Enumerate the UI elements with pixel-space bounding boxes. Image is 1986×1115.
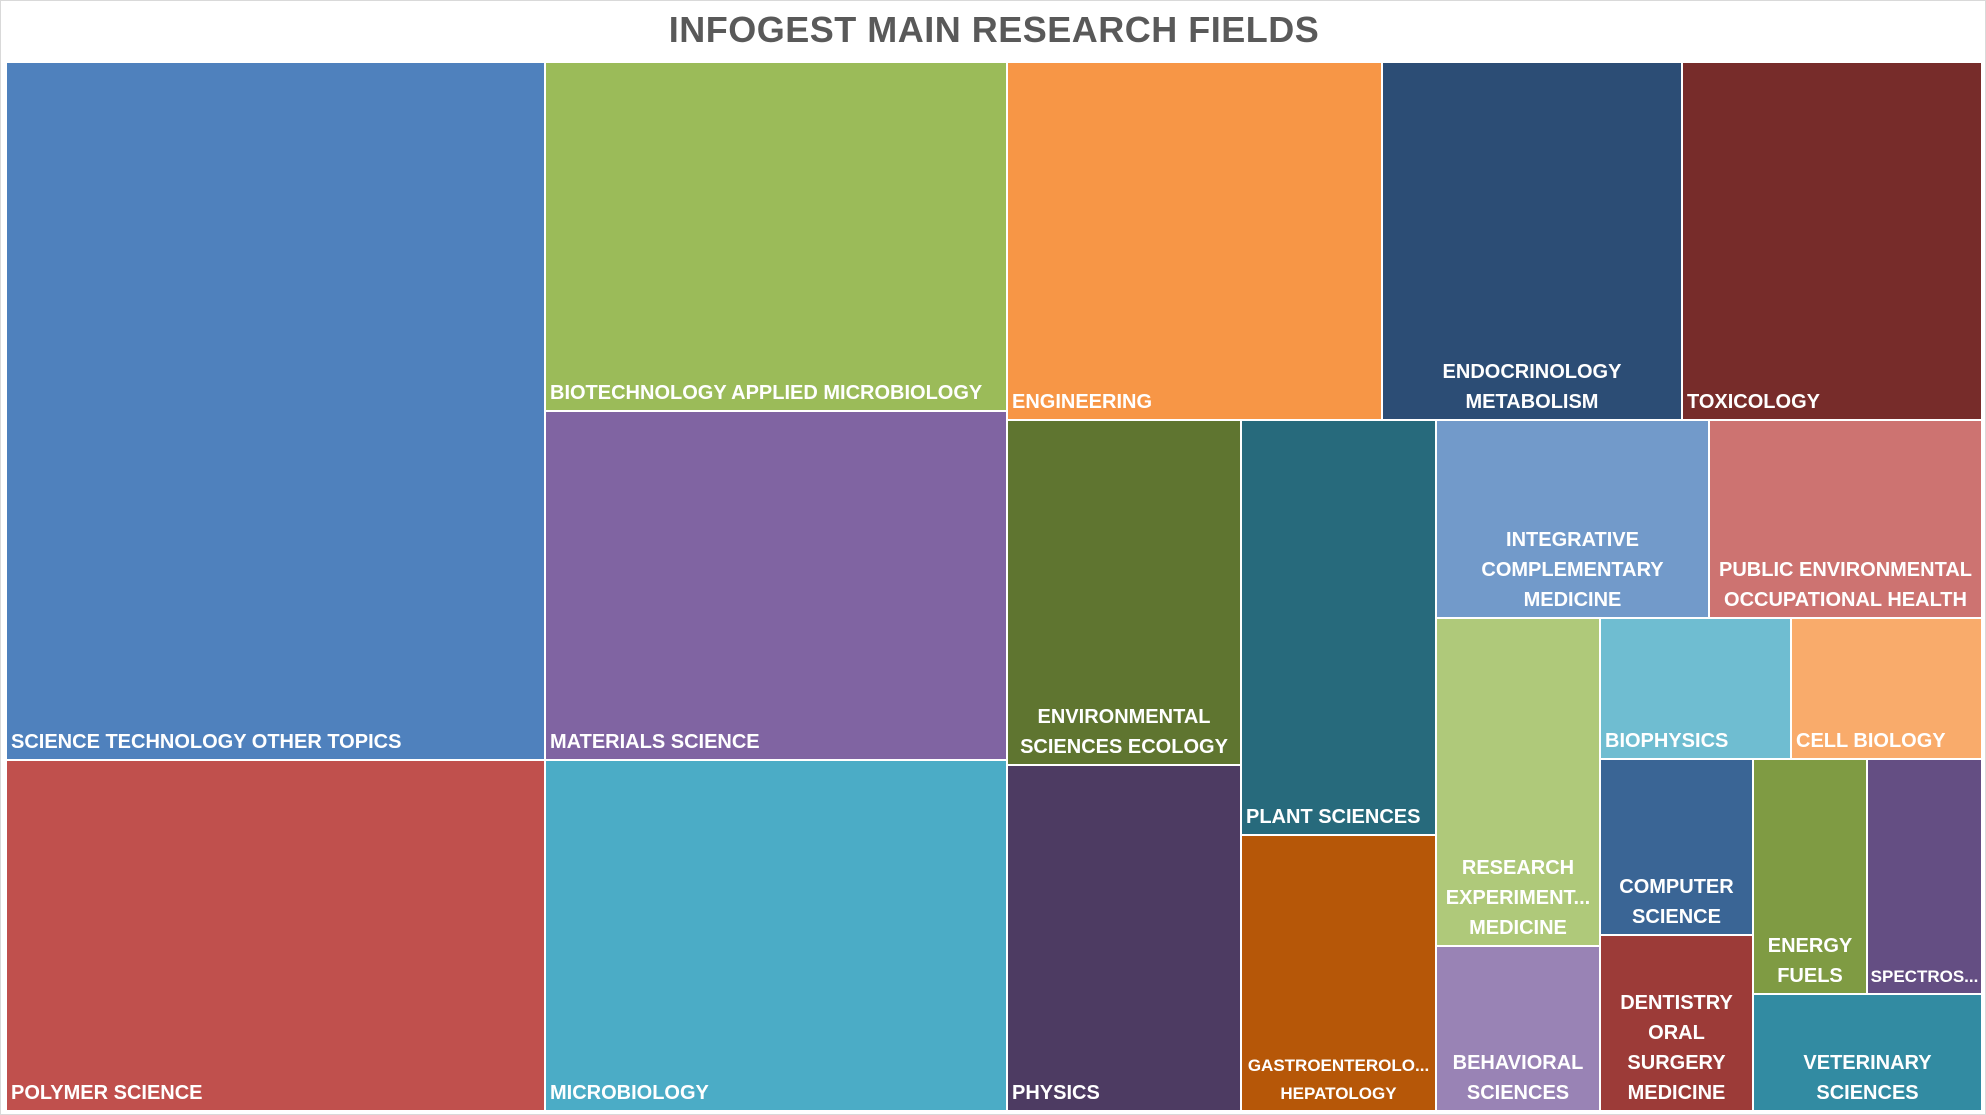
treemap-tile: PLANT SCIENCES [1241, 420, 1436, 835]
treemap-tile-label: VETERINARY SCIENCES [1803, 1052, 1932, 1104]
treemap-tile-label: INTEGRATIVE COMPLEMENTARY MEDICINE [1481, 529, 1664, 611]
treemap-tile: DENTISTRY ORAL SURGERY MEDICINE [1600, 935, 1753, 1111]
chart-title: INFOGEST MAIN RESEARCH FIELDS [668, 9, 1320, 50]
treemap-tile: TOXICOLOGY [1682, 62, 1982, 420]
treemap-tile: BIOPHYSICS [1600, 618, 1791, 759]
treemap-tile: COMPUTER SCIENCE [1600, 759, 1753, 935]
treemap-tile: SPECTROS... [1867, 759, 1982, 994]
treemap-tile-label: PLANT SCIENCES [1246, 806, 1421, 828]
treemap-tile-label: BIOTECHNOLOGY APPLIED MICROBIOLOGY [550, 382, 983, 404]
treemap-tile-label: DENTISTRY ORAL SURGERY MEDICINE [1620, 992, 1733, 1104]
treemap-tile-label: ENDOCRINOLOGY METABOLISM [1442, 361, 1622, 413]
treemap-tile: VETERINARY SCIENCES [1753, 994, 1982, 1111]
treemap-tile-label: GASTROENTEROLO... HEPATOLOGY [1247, 1056, 1430, 1103]
treemap-tile: GASTROENTEROLO... HEPATOLOGY [1241, 835, 1436, 1111]
treemap-tile: MICROBIOLOGY [545, 760, 1007, 1111]
treemap-tile: ENDOCRINOLOGY METABOLISM [1382, 62, 1682, 420]
treemap-tile-label: POLYMER SCIENCE [11, 1082, 203, 1104]
treemap-tile-label: SCIENCE TECHNOLOGY OTHER TOPICS [11, 731, 402, 753]
treemap-tile: PUBLIC ENVIRONMENTAL OCCUPATIONAL HEALTH [1709, 420, 1982, 618]
treemap-tile: PHYSICS [1007, 765, 1241, 1111]
treemap-tile: SCIENCE TECHNOLOGY OTHER TOPICS [6, 62, 545, 760]
treemap-tile: BIOTECHNOLOGY APPLIED MICROBIOLOGY [545, 62, 1007, 411]
treemap-tile-label: ENERGY FUELS [1767, 935, 1853, 987]
treemap-tile: BEHAVIORAL SCIENCES [1436, 946, 1600, 1111]
treemap-tile: CELL BIOLOGY [1791, 618, 1982, 759]
treemap-tile-label: RESEARCH EXPERIMENT... MEDICINE [1445, 857, 1591, 939]
treemap-tile-label: CELL BIOLOGY [1796, 730, 1946, 752]
treemap-tile-label: SPECTROS... [1870, 967, 1979, 986]
treemap-tile-label: MICROBIOLOGY [550, 1082, 709, 1104]
treemap-tile-label: MATERIALS SCIENCE [550, 731, 760, 753]
treemap-tile-label: BIOPHYSICS [1605, 730, 1729, 752]
treemap-tile-label: PHYSICS [1012, 1082, 1100, 1104]
treemap-tile-label: PUBLIC ENVIRONMENTAL OCCUPATIONAL HEALTH [1719, 559, 1972, 611]
treemap-tile: ENGINEERING [1007, 62, 1382, 420]
treemap-tile-label: BEHAVIORAL SCIENCES [1452, 1052, 1584, 1104]
treemap-tile-label: COMPUTER SCIENCE [1619, 876, 1734, 928]
treemap-tile: ENERGY FUELS [1753, 759, 1867, 994]
treemap-tile-label: TOXICOLOGY [1687, 391, 1820, 413]
treemap-tile: RESEARCH EXPERIMENT... MEDICINE [1436, 618, 1600, 946]
treemap-tile-label: ENGINEERING [1012, 391, 1153, 413]
treemap-tile: MATERIALS SCIENCE [545, 411, 1007, 760]
treemap-tile: ENVIRONMENTAL SCIENCES ECOLOGY [1007, 420, 1241, 765]
treemap-tile: POLYMER SCIENCE [6, 760, 545, 1111]
treemap-tile-label: ENVIRONMENTAL SCIENCES ECOLOGY [1020, 706, 1228, 758]
treemap-tile: INTEGRATIVE COMPLEMENTARY MEDICINE [1436, 420, 1709, 618]
